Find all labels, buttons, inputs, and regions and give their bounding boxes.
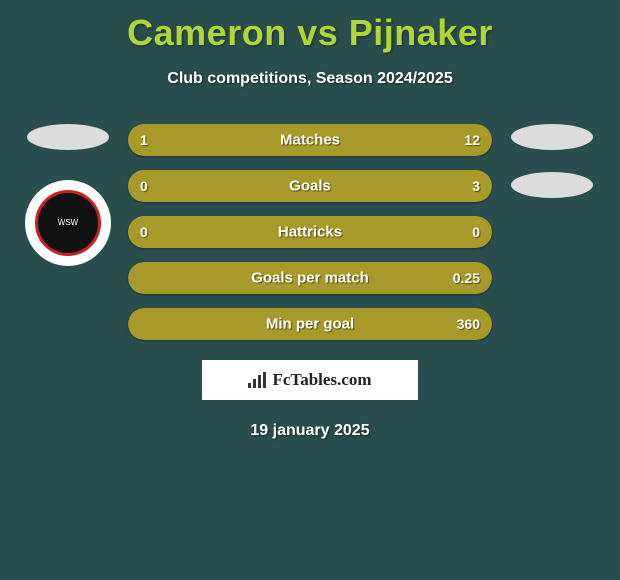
left-team-badge: WSW [25, 180, 111, 266]
brand-chart-icon [248, 372, 268, 388]
stat-label: Goals per match [251, 270, 369, 287]
stat-right-value: 360 [457, 316, 480, 332]
brand-text: FcTables.com [272, 370, 371, 390]
left-player-photo-placeholder [27, 124, 109, 150]
brand-box: FcTables.com [202, 360, 418, 400]
stat-left-value: 1 [140, 132, 148, 148]
stat-right-value: 3 [472, 178, 480, 194]
comparison-content: WSW 1 12 Matches 0 3 Goals 0 0 Hattricks 0.25 Goal… [0, 124, 620, 354]
stat-label: Goals [289, 178, 331, 195]
left-team-badge-label: WSW [58, 219, 78, 227]
stat-row: 0.25 Goals per match [128, 262, 492, 294]
right-side-column [502, 124, 602, 198]
stat-label: Min per goal [266, 316, 354, 333]
stat-left-fill [128, 124, 183, 156]
left-side-column: WSW [18, 124, 118, 266]
right-player-photo-placeholder [511, 124, 593, 150]
stat-left-value: 0 [140, 178, 148, 194]
stat-row: 360 Min per goal [128, 308, 492, 340]
stat-right-value: 0 [472, 224, 480, 240]
stat-row: 1 12 Matches [128, 124, 492, 156]
stat-label: Hattricks [278, 224, 342, 241]
right-team-badge-placeholder [511, 172, 593, 198]
stat-right-value: 0.25 [453, 270, 480, 286]
stat-label: Matches [280, 132, 340, 149]
comparison-title: Cameron vs Pijnaker [0, 0, 620, 54]
snapshot-date: 19 january 2025 [0, 422, 620, 440]
stat-row: 0 3 Goals [128, 170, 492, 202]
left-team-badge-inner: WSW [35, 190, 101, 256]
stat-right-value: 12 [464, 132, 480, 148]
stats-bars-container: 1 12 Matches 0 3 Goals 0 0 Hattricks 0.25 Goals pe… [118, 124, 502, 354]
stat-row: 0 0 Hattricks [128, 216, 492, 248]
comparison-subtitle: Club competitions, Season 2024/2025 [0, 70, 620, 88]
stat-left-value: 0 [140, 224, 148, 240]
